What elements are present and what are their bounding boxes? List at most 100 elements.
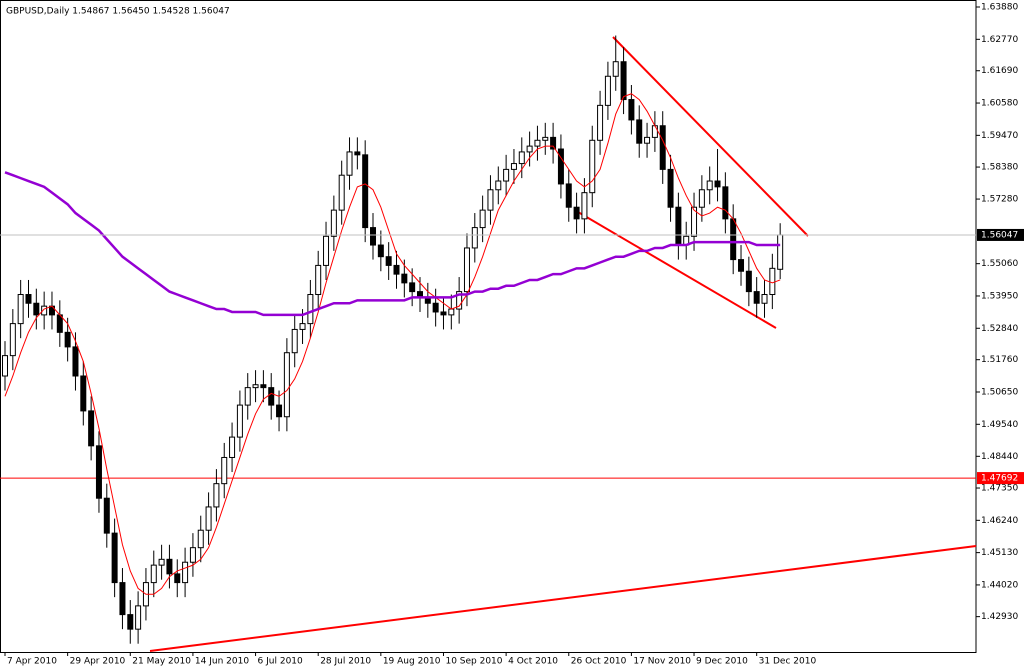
candle-body [534, 139, 541, 147]
candle-body [573, 206, 580, 220]
candle-body [291, 328, 298, 354]
y-tick-label: 1.60580 [981, 99, 1018, 109]
candle-body [667, 168, 674, 208]
y-tick-label: 1.47350 [981, 484, 1018, 494]
ma-line [4, 171, 781, 317]
plot-frame [0, 0, 977, 653]
candle-body [440, 311, 447, 316]
candle-body [706, 180, 713, 191]
chart-title: GBPUSD,Daily 1.54867 1.56450 1.54528 1.5… [6, 7, 230, 17]
candle-body [761, 294, 768, 304]
candle-body [377, 244, 384, 258]
candle-body [17, 294, 24, 325]
x-tick-label: 10 Sep 2010 [445, 657, 502, 667]
trend-line [149, 545, 977, 652]
y-tick-label: 1.62770 [981, 35, 1018, 45]
candle-body [753, 291, 760, 304]
candle-body [479, 209, 486, 229]
candle-body [628, 99, 635, 121]
candle-body [150, 564, 157, 584]
last-price-label-bg [977, 228, 1024, 241]
candle-body [738, 259, 745, 272]
candle-body [518, 151, 525, 165]
y-tick-label: 1.50650 [981, 387, 1018, 397]
y-tick-label: 1.49540 [981, 420, 1018, 430]
candle-body [330, 209, 337, 237]
candle-body [2, 355, 8, 377]
candle-body [189, 547, 196, 563]
candle-body [41, 305, 48, 316]
y-tick-label: 1.48440 [981, 452, 1018, 462]
candle-body [730, 218, 737, 261]
x-tick-label: 4 Oct 2010 [508, 657, 558, 667]
candle-body [205, 506, 212, 531]
candle-body [487, 189, 494, 211]
x-tick-label: 31 Dec 2010 [759, 657, 817, 667]
candle-body [503, 168, 510, 182]
candle-body [127, 614, 134, 630]
y-tick-label: 1.55060 [981, 259, 1018, 269]
candle-body [315, 264, 322, 296]
candle-body [299, 323, 306, 330]
candle-body [229, 436, 236, 458]
last-price-label: 1.56047 [981, 230, 1018, 240]
candle-body [612, 61, 619, 77]
candle-body [346, 151, 353, 176]
candle-body [471, 227, 478, 249]
x-tick-label: 19 Aug 2010 [383, 657, 441, 667]
candle-body [276, 404, 283, 418]
candle-body [698, 189, 705, 208]
candle-body [644, 136, 651, 144]
x-tick-label: 9 Dec 2010 [696, 657, 748, 667]
candle-body [354, 151, 361, 156]
candle-body [95, 445, 102, 499]
candle-body [182, 561, 189, 584]
x-tick-label: 17 Nov 2010 [633, 657, 691, 667]
candle-body [565, 183, 572, 208]
x-tick-label: 14 Jun 2010 [195, 657, 249, 667]
candle-body [268, 387, 275, 406]
candle-body [409, 282, 416, 293]
candle-body [769, 267, 776, 296]
candle-body [213, 483, 220, 508]
candle-body [636, 119, 643, 144]
candle-body [158, 558, 165, 566]
candle-body [197, 529, 204, 549]
candle-body [244, 387, 251, 406]
candle-body [72, 346, 79, 377]
candle-body [323, 235, 330, 266]
candle-body [550, 136, 557, 150]
trend-line [577, 211, 777, 329]
candle-body [675, 206, 682, 246]
candle-body [604, 75, 611, 106]
candle-body [103, 497, 110, 534]
candle-body [589, 139, 596, 194]
ma-line [4, 93, 781, 595]
candle-body [370, 227, 377, 246]
candle-body [33, 302, 40, 316]
candle-body [659, 125, 666, 170]
candle-body [393, 264, 400, 275]
candle-body [745, 270, 752, 293]
candle-body [456, 291, 463, 310]
x-tick-label: 26 Oct 2010 [571, 657, 627, 667]
trend-line [612, 36, 809, 237]
candle-body [526, 145, 533, 153]
candle-body [542, 136, 549, 141]
candle-body [236, 404, 243, 438]
candle-body [221, 456, 228, 485]
y-tick-label: 1.61690 [981, 66, 1018, 76]
candle-body [401, 273, 408, 284]
candle-body [385, 256, 392, 266]
y-tick-label: 1.51760 [981, 355, 1018, 365]
level-label: 1.47692 [981, 474, 1018, 484]
candle-body [463, 247, 470, 293]
candle-body [25, 294, 32, 304]
candle-body [88, 410, 95, 447]
candle-body [722, 186, 729, 220]
candle-body [64, 331, 71, 348]
candle-body [448, 308, 455, 316]
candle-body [714, 180, 721, 188]
candle-body [80, 375, 87, 412]
